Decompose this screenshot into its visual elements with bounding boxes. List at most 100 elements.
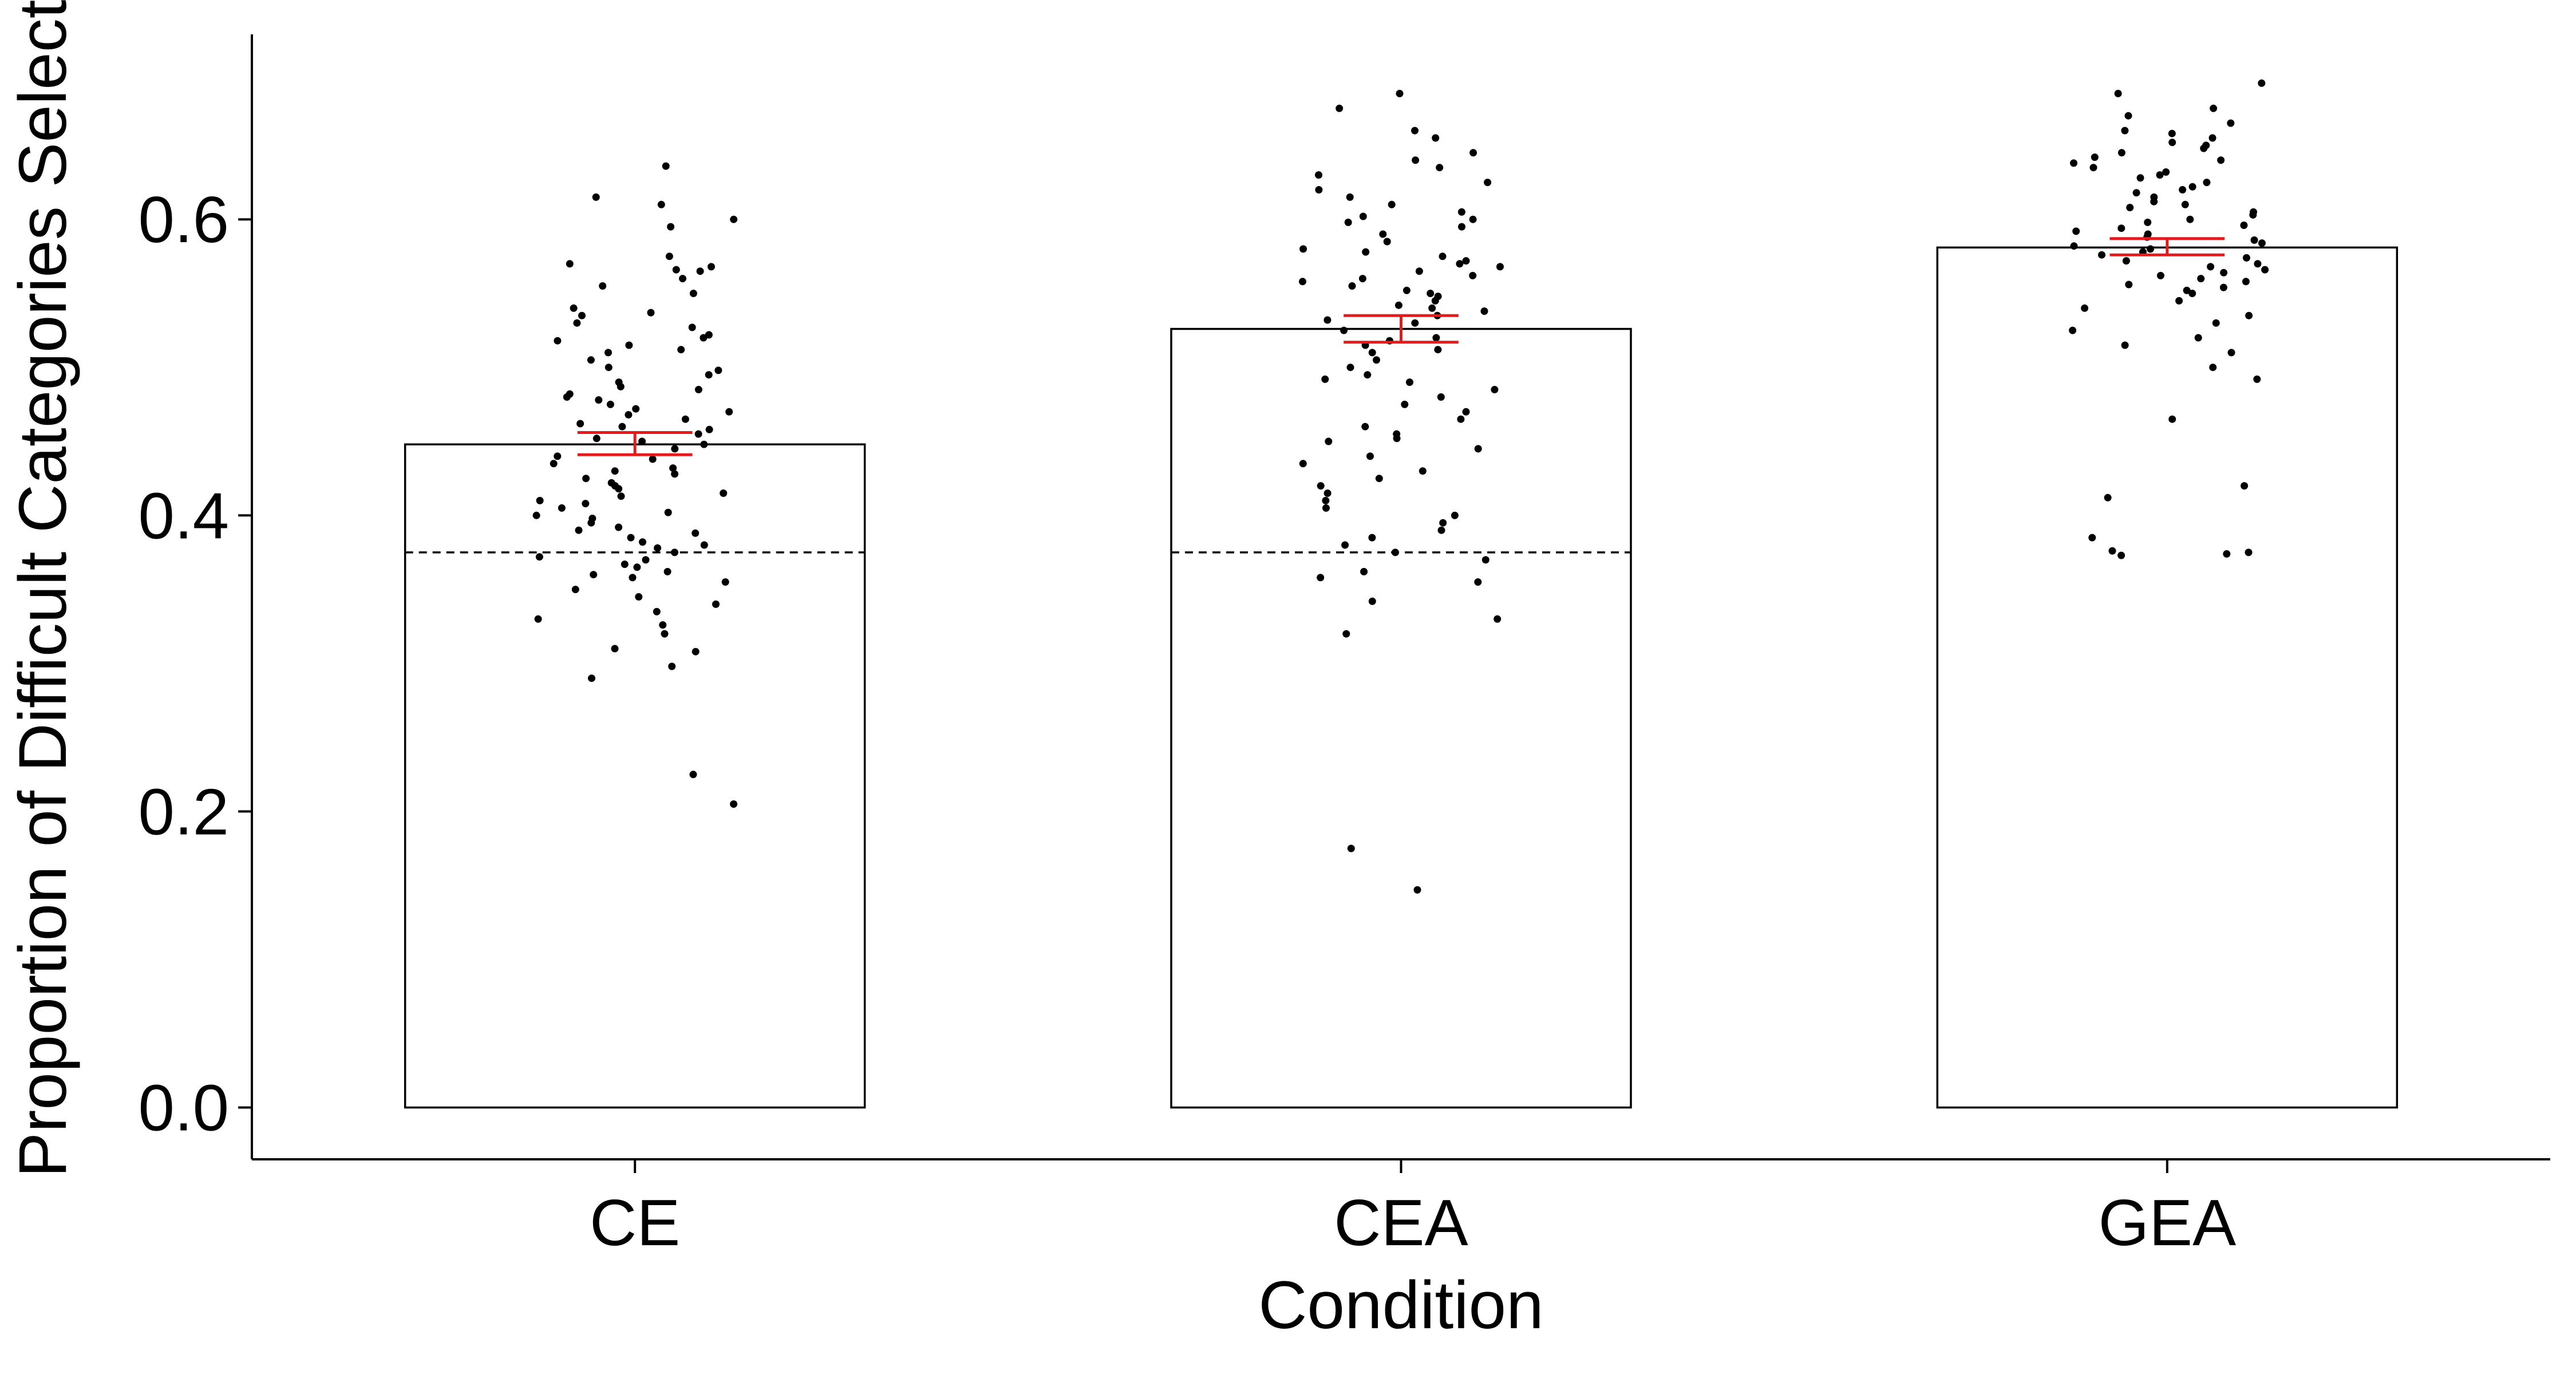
data-point-ce (621, 560, 629, 568)
data-point-ce (627, 534, 635, 542)
data-point-ce (679, 275, 686, 283)
data-point-ce (662, 162, 670, 170)
x-axis-title: Condition (1258, 1268, 1544, 1343)
data-point-ce (671, 445, 679, 453)
data-point-gea (2168, 415, 2176, 423)
data-point-ce (669, 464, 677, 472)
data-point-gea (2156, 171, 2164, 179)
data-point-ce (582, 500, 590, 508)
data-point-cea (1315, 171, 1322, 179)
data-point-cea (1323, 489, 1332, 497)
data-point-ce (694, 430, 702, 438)
data-point-cea (1428, 304, 1436, 312)
data-point-cea (1366, 452, 1374, 460)
data-point-ce (592, 193, 600, 201)
data-point-ce (558, 504, 566, 512)
data-point-ce (592, 435, 600, 443)
data-point-gea (2261, 266, 2269, 274)
data-point-ce (730, 215, 738, 223)
data-point-gea (2132, 189, 2140, 197)
data-point-gea (2126, 204, 2134, 211)
data-point-gea (2203, 179, 2211, 187)
data-point-gea (2070, 159, 2077, 167)
data-point-cea (1361, 423, 1369, 431)
data-point-ce (692, 647, 700, 656)
data-point-ce (667, 223, 675, 231)
data-point-ce (599, 282, 607, 290)
data-point-cea (1412, 156, 1420, 164)
data-point-ce (578, 311, 586, 319)
data-point-cea (1396, 89, 1404, 97)
x-tick-label-ce: CE (590, 1187, 680, 1260)
y-tick-label: 0.2 (139, 776, 229, 848)
data-point-ce (611, 645, 619, 653)
data-point-cea (1480, 307, 1488, 315)
data-point-ce (535, 553, 543, 561)
data-point-gea (2088, 534, 2096, 542)
data-point-ce (700, 541, 708, 549)
data-point-gea (2117, 551, 2125, 559)
x-tick-label-cea: CEA (1334, 1187, 1468, 1260)
data-point-cea (1411, 127, 1419, 135)
data-point-ce (625, 411, 633, 418)
data-point-cea (1379, 230, 1387, 238)
data-point-cea (1346, 364, 1354, 372)
data-point-ce (647, 309, 655, 317)
data-point-cea (1347, 844, 1355, 852)
data-point-ce (595, 396, 603, 404)
data-point-ce (617, 382, 625, 390)
data-point-cea (1469, 215, 1477, 223)
data-point-ce (694, 386, 702, 393)
data-point-cea (1413, 886, 1421, 894)
data-point-cea (1342, 630, 1350, 638)
data-point-ce (720, 489, 728, 497)
data-point-gea (2091, 153, 2099, 161)
data-point-cea (1394, 301, 1402, 309)
data-point-cea (1368, 534, 1376, 542)
data-point-gea (2117, 149, 2125, 157)
data-point-cea (1336, 104, 1344, 112)
data-point-ce (588, 674, 595, 682)
data-point-cea (1469, 149, 1477, 157)
data-point-cea (1456, 260, 1464, 268)
data-point-cea (1340, 326, 1348, 334)
data-point-ce (642, 556, 650, 564)
data-point-gea (2250, 236, 2258, 244)
data-point-gea (2258, 79, 2266, 87)
data-point-cea (1359, 212, 1367, 220)
data-point-gea (2156, 271, 2164, 279)
data-point-cea (1458, 223, 1465, 231)
data-point-ce (566, 260, 574, 268)
data-point-ce (618, 423, 626, 431)
y-axis-title: Proportion of Difficult Categories Selec… (5, 0, 81, 1178)
data-point-cea (1469, 271, 1477, 279)
data-point-gea (2242, 278, 2250, 286)
data-point-gea (2081, 304, 2089, 312)
data-point-ce (606, 400, 614, 408)
jitter-points-layer (532, 79, 2269, 894)
data-point-gea (2183, 286, 2191, 294)
data-point-cea (1401, 400, 1409, 408)
data-point-ce (575, 526, 583, 534)
data-point-ce (633, 563, 641, 571)
data-point-ce (563, 393, 571, 401)
data-point-cea (1358, 275, 1366, 283)
y-tick-label: 0.6 (139, 184, 229, 256)
data-point-gea (2188, 183, 2196, 191)
data-point-gea (2212, 319, 2220, 327)
data-point-cea (1462, 257, 1470, 265)
data-point-ce (672, 266, 680, 274)
data-point-gea (2208, 134, 2217, 142)
data-point-cea (1494, 615, 1502, 623)
data-point-cea (1437, 393, 1445, 401)
data-point-cea (1484, 179, 1492, 187)
data-point-cea (1391, 548, 1399, 556)
data-point-gea (2254, 260, 2262, 268)
data-point-ce (587, 356, 595, 364)
bars-layer (404, 246, 2399, 1109)
data-point-ce (653, 607, 661, 615)
data-point-gea (2210, 104, 2218, 112)
data-point-cea (1299, 460, 1307, 468)
data-point-ce (730, 800, 738, 808)
